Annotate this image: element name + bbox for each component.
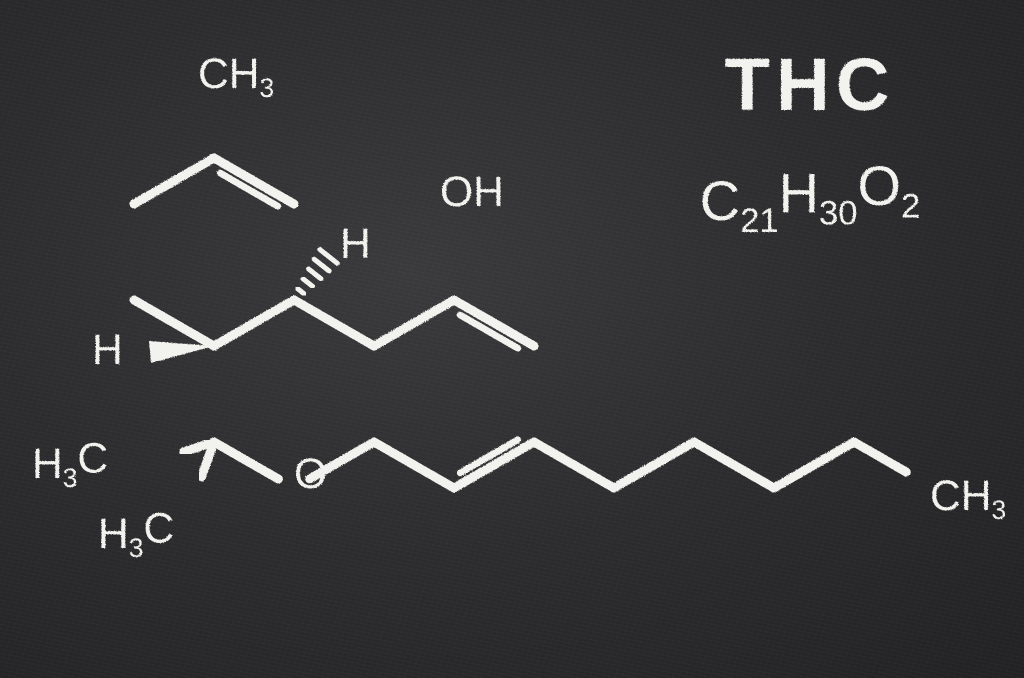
compound-title: THC: [724, 43, 895, 126]
atom-label-h_c3: H: [340, 220, 371, 268]
atom-label-h_c4: H: [92, 326, 123, 374]
title-block: THC C21H30O2: [700, 43, 920, 240]
atom-label-ch3top: CH3: [198, 50, 274, 103]
atom-label-gem1: H3C: [32, 434, 108, 493]
thc-chalkboard: CH3 H H O OH H3C H3C CH3 THC C21H30O2: [0, 0, 1024, 678]
atom-label-gem2: H3C: [98, 504, 174, 563]
atom-label-pyrO: O: [294, 450, 327, 498]
atom-labels: CH3 H H O OH H3C H3C CH3: [32, 50, 1006, 563]
molecular-formula: C21H30O2: [700, 154, 920, 240]
atom-label-oh: OH: [440, 168, 504, 216]
atom-label-p5: CH3: [930, 472, 1006, 525]
